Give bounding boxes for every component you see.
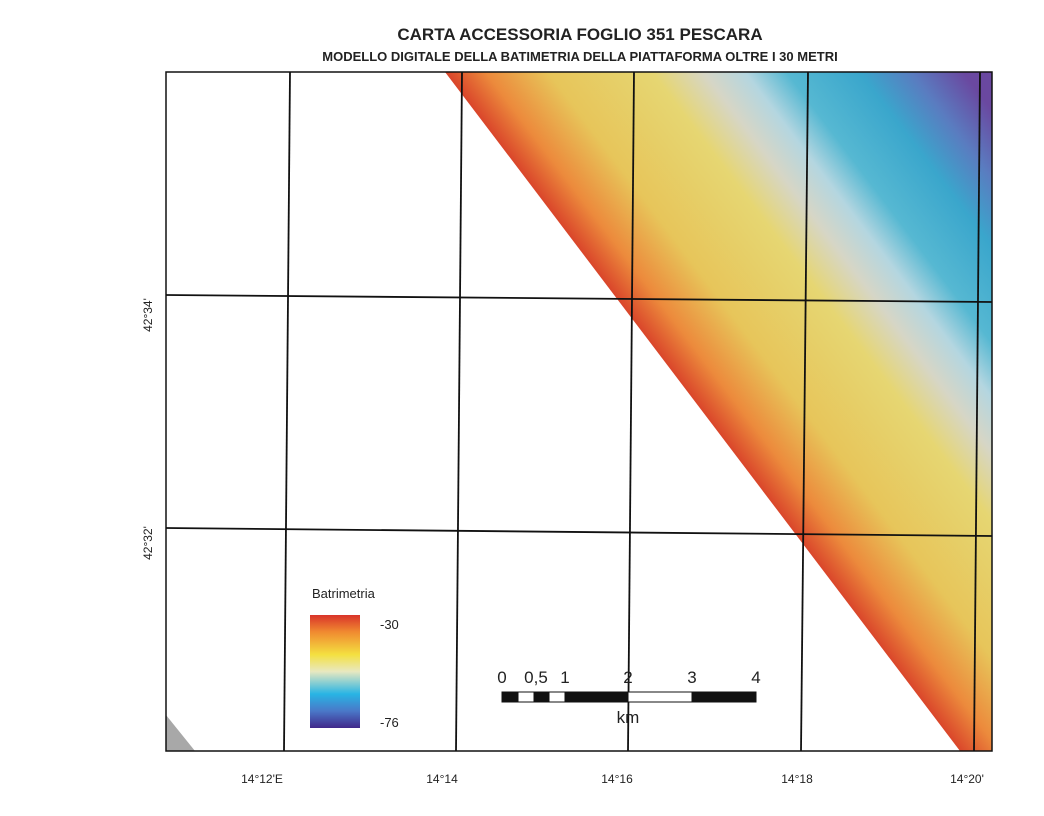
longitude-label: 14°20' (950, 772, 984, 786)
scale-segment (502, 692, 518, 702)
scale-label: 2 (623, 668, 632, 687)
longitude-label: 14°14 (426, 772, 458, 786)
latitude-label: 42°32' (141, 526, 155, 560)
scale-bar (502, 692, 756, 702)
page: {"header": {"title": "CARTA ACCESSORIA F… (0, 0, 1044, 811)
scale-segment (692, 692, 756, 702)
legend-title: Batrimetria (312, 586, 376, 601)
scale-label: 0 (497, 668, 506, 687)
scale-label: 3 (687, 668, 696, 687)
subtitle: MODELLO DIGITALE DELLA BATIMETRIA DELLA … (322, 49, 837, 64)
longitude-label: 14°18 (781, 772, 813, 786)
scale-label: 1 (560, 668, 569, 687)
title: CARTA ACCESSORIA FOGLIO 351 PESCARA (397, 25, 762, 44)
latitude-label: 42°34' (141, 298, 155, 332)
scale-label: 0,5 (524, 668, 548, 687)
scale-segment (628, 692, 692, 702)
map-figure: CARTA ACCESSORIA FOGLIO 351 PESCARA MODE… (0, 0, 1044, 811)
scale-segment (534, 692, 549, 702)
scale-segment (549, 692, 565, 702)
longitude-label: 14°16 (601, 772, 633, 786)
legend-max-label: -30 (380, 617, 399, 632)
scale-segment (565, 692, 628, 702)
legend-min-label: -76 (380, 715, 399, 730)
legend-colorbar (310, 615, 360, 728)
longitude-label: 14°12'E (241, 772, 283, 786)
scale-segment (518, 692, 534, 702)
scale-unit: km (617, 708, 640, 727)
scale-label: 4 (751, 668, 760, 687)
